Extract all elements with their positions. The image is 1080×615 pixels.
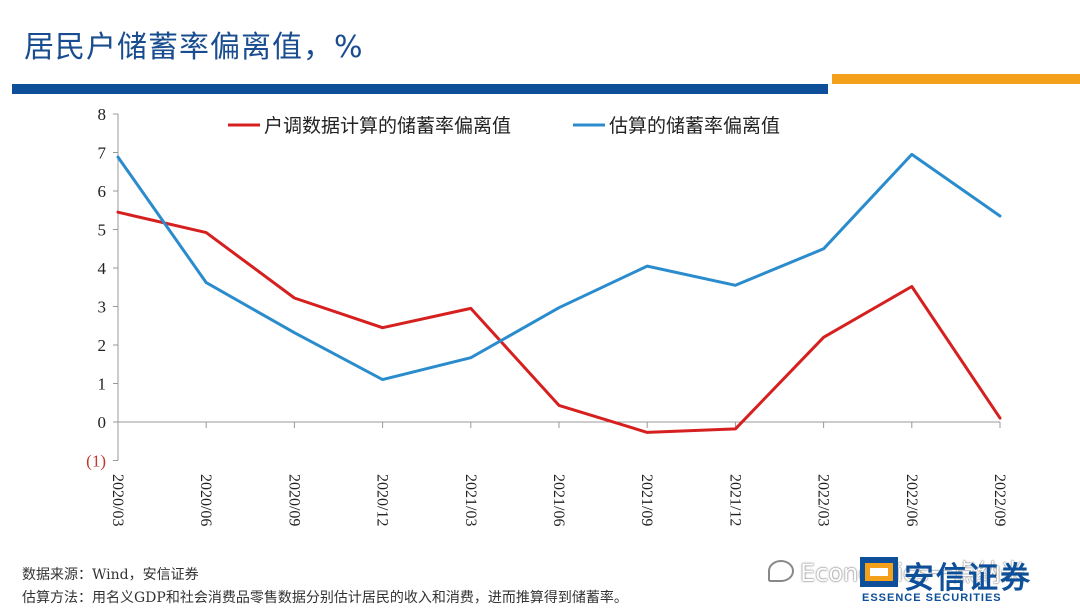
x-tick-label: 2021/12: [726, 474, 743, 526]
chart-legend: 户调数据计算的储蓄率偏离值 估算的储蓄率偏离值: [228, 115, 780, 137]
y-tick-label: 1: [98, 375, 107, 394]
y-tick-label: (1): [86, 452, 106, 471]
series-line-1: [116, 210, 1002, 434]
y-tick-label: 7: [98, 144, 107, 163]
footnote-source: 数据来源：Wind，安信证券: [22, 567, 199, 583]
logo-english-name: ESSENCE SECURITIES: [862, 592, 1002, 604]
x-tick-labels: 2020/03 2020/06 2020/09 2020/12 2021/03 2021/…: [109, 474, 1008, 526]
y-tick-labels: 8 7 6 5 4 3 2 1 0 (1): [86, 105, 106, 471]
y-tick-label: 8: [98, 105, 107, 124]
x-tick-label: 2020/12: [374, 474, 391, 526]
y-tick-label: 4: [98, 259, 107, 278]
wechat-icon: [768, 559, 794, 582]
footnote-method: 估算方法：用名义GDP和社会消费品零售数据分别估计居民的收入和消费，进而推算得到…: [22, 590, 628, 606]
x-tick-label: 2020/09: [285, 474, 302, 526]
y-tick-label: 6: [98, 182, 107, 201]
legend-label-2: 估算的储蓄率偏离值: [609, 115, 780, 137]
savings-rate-deviation-chart: 8 7 6 5 4 3 2 1 0 (1) 2020/03 2020/06 2020/09 2020/1…: [86, 105, 1008, 526]
y-tick-label: 2: [98, 336, 107, 355]
header-orange-bar: [832, 74, 1080, 84]
y-tick-label: 3: [98, 298, 107, 317]
series-line-2: [116, 152, 1002, 382]
x-tick-label: 2020/03: [109, 474, 126, 526]
legend-label-1: 户调数据计算的储蓄率偏离值: [264, 115, 511, 137]
chart-axes: [113, 113, 1001, 461]
watermark: Economics一点纳米: [768, 553, 1025, 588]
header-blue-bar: [12, 84, 828, 94]
logo-mark-icon: [860, 557, 898, 587]
x-tick-label: 2022/06: [903, 474, 920, 526]
essence-logo: 安信证券 ESSENCE SECURITIES: [860, 553, 1060, 605]
y-tick-label: 0: [98, 413, 107, 432]
x-tick-label: 2021/09: [638, 474, 655, 526]
watermark-text: Economics一点纳米: [800, 559, 1025, 587]
x-tick-label: 2020/06: [197, 474, 214, 526]
x-tick-label: 2022/09: [991, 474, 1008, 526]
logo-chinese-name: 安信证券: [904, 561, 1032, 596]
page-title: 居民户储蓄率偏离值，%: [24, 30, 364, 65]
x-tick-label: 2022/03: [815, 474, 832, 526]
x-tick-label: 2021/03: [462, 474, 479, 526]
series-lines: [116, 152, 1002, 434]
x-tick-label: 2021/06: [550, 474, 567, 526]
y-tick-label: 5: [98, 221, 107, 240]
